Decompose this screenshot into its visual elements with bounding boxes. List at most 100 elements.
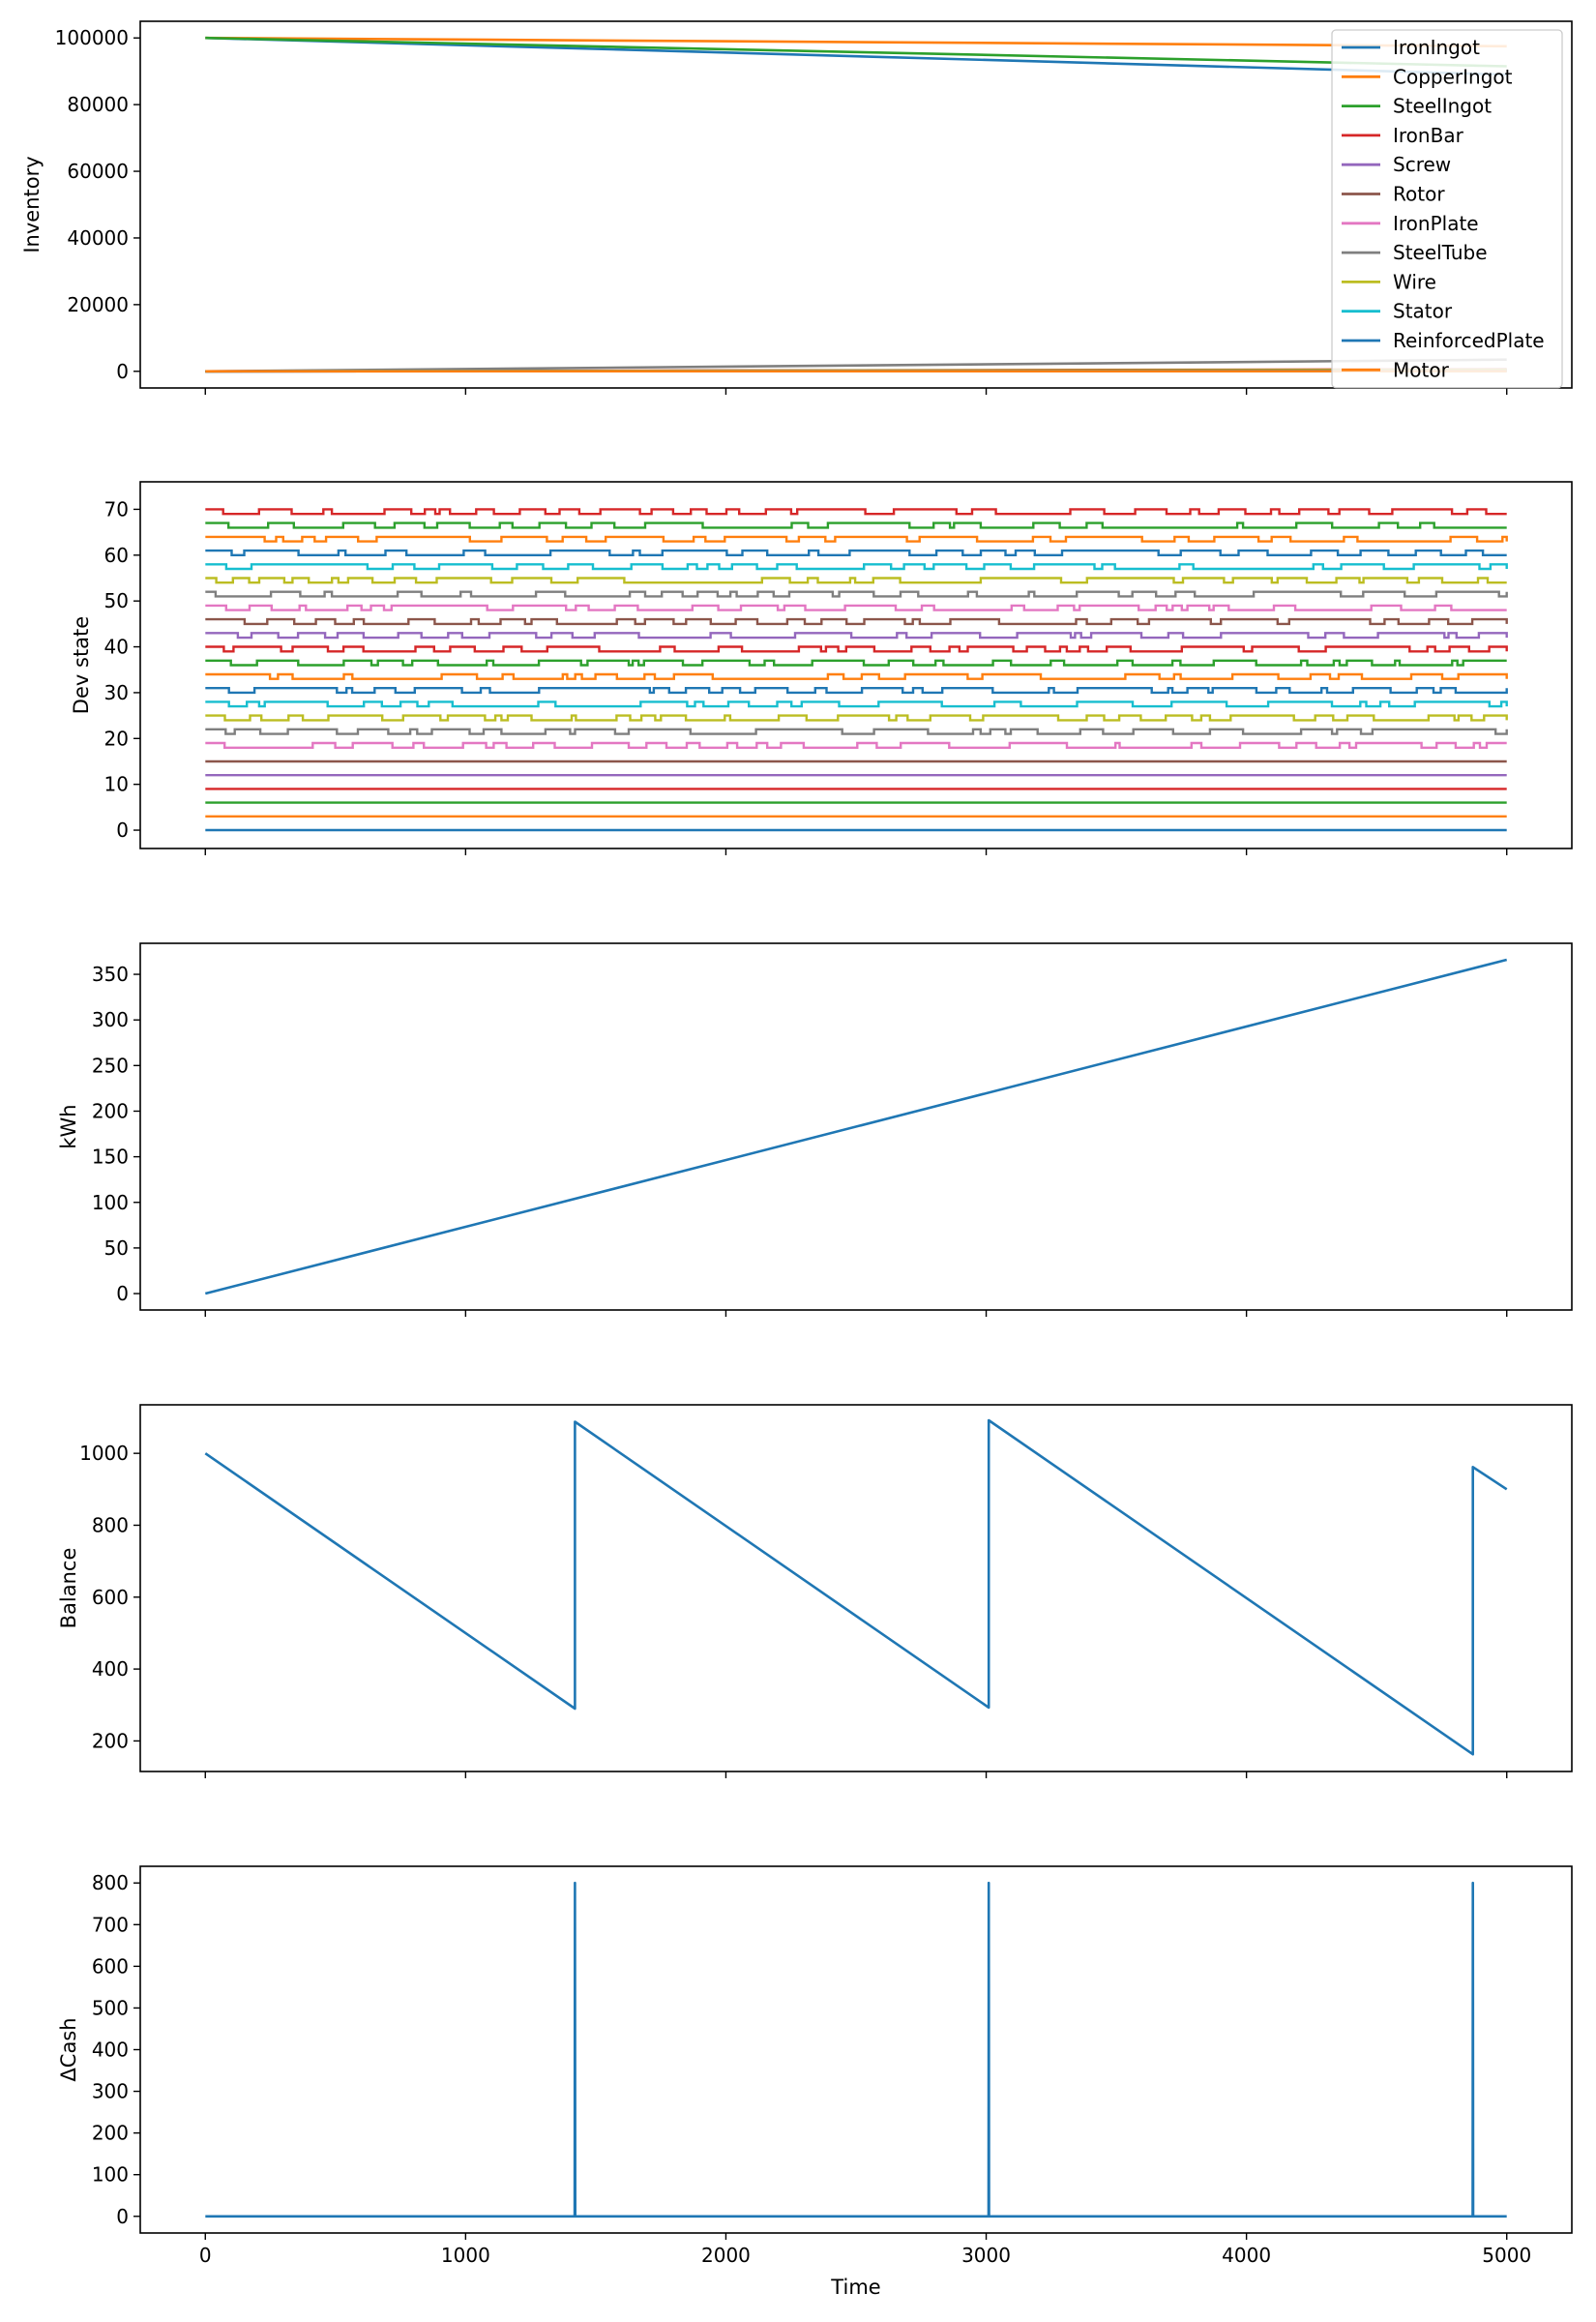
- panel-5: 0 100 200 300 400 500 600 700 800 0 1000 2000 3000 40…: [57, 1865, 1573, 2267]
- y-tick-label: 40: [104, 636, 129, 659]
- device-state-line: [205, 672, 1508, 680]
- y-tick-label: 50: [104, 589, 129, 612]
- series-line-IronIngot: [205, 36, 1507, 76]
- y-tick-label: 100: [92, 1191, 129, 1214]
- y-tick-label: 1000: [79, 1442, 129, 1465]
- y-tick-label: 30: [104, 681, 129, 704]
- y-tick-label: 200: [92, 2122, 129, 2145]
- series-line: [205, 1881, 1507, 2218]
- x-tick-label: 3000: [961, 2244, 1011, 2267]
- plot-area: [205, 36, 1507, 373]
- x-axis-label: Time: [830, 2276, 880, 2299]
- legend-label: Motor: [1393, 358, 1450, 381]
- axes-frame: [139, 20, 1573, 389]
- device-state-line: [205, 549, 1507, 556]
- x-tick-label: 0: [199, 2244, 212, 2267]
- y-tick-label: 40000: [67, 226, 129, 250]
- y-axis-label: kWh: [57, 1104, 80, 1148]
- legend-label: CopperIngot: [1393, 65, 1513, 88]
- y-tick-label: 50: [104, 1236, 129, 1260]
- legend-label: Rotor: [1393, 183, 1445, 206]
- legend-label: IronIngot: [1393, 36, 1480, 59]
- legend-label: Screw: [1393, 153, 1451, 176]
- y-tick-label: 800: [92, 1513, 129, 1536]
- y-tick-label: 700: [92, 1913, 129, 1936]
- y-axis-label: Balance: [57, 1548, 80, 1629]
- series-line: [204, 1418, 1508, 1756]
- panel-2: 0 10 20 30 40 50 60 70 Dev state: [70, 481, 1573, 855]
- y-tick-label: 10: [104, 773, 129, 796]
- panel-1: 0 20000 40000 60000 80000 100000 Inventory Iron…: [20, 20, 1573, 395]
- y-tick-label: 20000: [67, 293, 129, 316]
- y-tick-label: 300: [92, 1008, 129, 1031]
- series-line: [204, 958, 1508, 1295]
- y-tick-label: 800: [92, 1871, 129, 1894]
- device-state-line: [205, 645, 1508, 653]
- device-state-line: [205, 632, 1508, 640]
- y-axis-label: Dev state: [70, 616, 93, 714]
- device-state-line: [205, 508, 1507, 516]
- x-tick-label: 5000: [1482, 2244, 1531, 2267]
- legend-label: Stator: [1393, 300, 1453, 323]
- y-tick-label: 500: [92, 1996, 129, 2019]
- y-tick-label: 350: [92, 963, 129, 986]
- y-tick-label: 0: [116, 819, 129, 842]
- x-tick-label: 4000: [1222, 2244, 1271, 2267]
- series-line-SteelTube: [205, 358, 1507, 373]
- y-tick-label: 150: [92, 1146, 129, 1169]
- device-state-line: [205, 728, 1508, 735]
- y-tick-label: 80000: [67, 93, 129, 116]
- plot-area: [204, 1418, 1508, 1756]
- device-state-line: [205, 687, 1508, 695]
- y-tick-label: 20: [104, 727, 129, 750]
- y-tick-label: 250: [92, 1054, 129, 1077]
- legend-label: SteelTube: [1393, 241, 1488, 264]
- y-tick-label: 0: [116, 1282, 129, 1305]
- y-tick-label: 100000: [55, 26, 129, 49]
- device-state-line: [205, 714, 1508, 722]
- series-line-SteelIngot: [205, 36, 1507, 68]
- axes-frame: [139, 942, 1573, 1311]
- device-state-line: [205, 577, 1507, 584]
- y-tick-label: 60: [104, 544, 129, 567]
- y-axis-label: ΔCash: [57, 2017, 80, 2081]
- device-state-line: [205, 741, 1507, 749]
- y-tick-label: 200: [92, 1729, 129, 1752]
- x-tick-label: 2000: [701, 2244, 751, 2267]
- legend: IronIngot CopperIngot SteelIngot IronBar Scr…: [1331, 29, 1563, 389]
- y-axis-label: Inventory: [20, 156, 44, 253]
- plot-area: [205, 1881, 1507, 2218]
- x-tick-label: 1000: [441, 2244, 490, 2267]
- legend-label: IronPlate: [1393, 212, 1479, 235]
- y-tick-label: 0: [116, 360, 129, 383]
- y-tick-label: 200: [92, 1099, 129, 1122]
- axes-frame: [139, 481, 1573, 849]
- y-tick-label: 100: [92, 2163, 129, 2187]
- y-tick-label: 400: [92, 1657, 129, 1681]
- y-tick-label: 400: [92, 2039, 129, 2062]
- device-state-line: [205, 563, 1508, 571]
- axes-frame: [139, 1865, 1573, 2234]
- y-tick-label: 600: [92, 1954, 129, 1978]
- axes-frame: [139, 1404, 1573, 1772]
- panel-3: 0 50 100 150 200 250 300 350 kWh: [57, 942, 1573, 1317]
- y-tick-label: 70: [104, 497, 129, 521]
- plot-area: [204, 958, 1508, 1295]
- y-tick-label: 0: [116, 2205, 129, 2228]
- y-tick-label: 300: [92, 2080, 129, 2103]
- series-line-CopperIngot: [205, 36, 1507, 48]
- legend-label: Wire: [1393, 270, 1436, 293]
- device-state-line: [205, 521, 1507, 529]
- device-state-line: [205, 659, 1507, 667]
- legend-label: IronBar: [1393, 124, 1464, 147]
- device-state-line: [205, 604, 1507, 611]
- device-state-line: [205, 535, 1508, 543]
- device-state-line: [205, 590, 1508, 598]
- legend-label: ReinforcedPlate: [1393, 329, 1545, 352]
- device-state-line: [205, 700, 1508, 708]
- device-state-line: [205, 617, 1508, 626]
- y-tick-label: 600: [92, 1586, 129, 1609]
- y-tick-label: 60000: [67, 160, 129, 183]
- plot-area: [205, 508, 1508, 832]
